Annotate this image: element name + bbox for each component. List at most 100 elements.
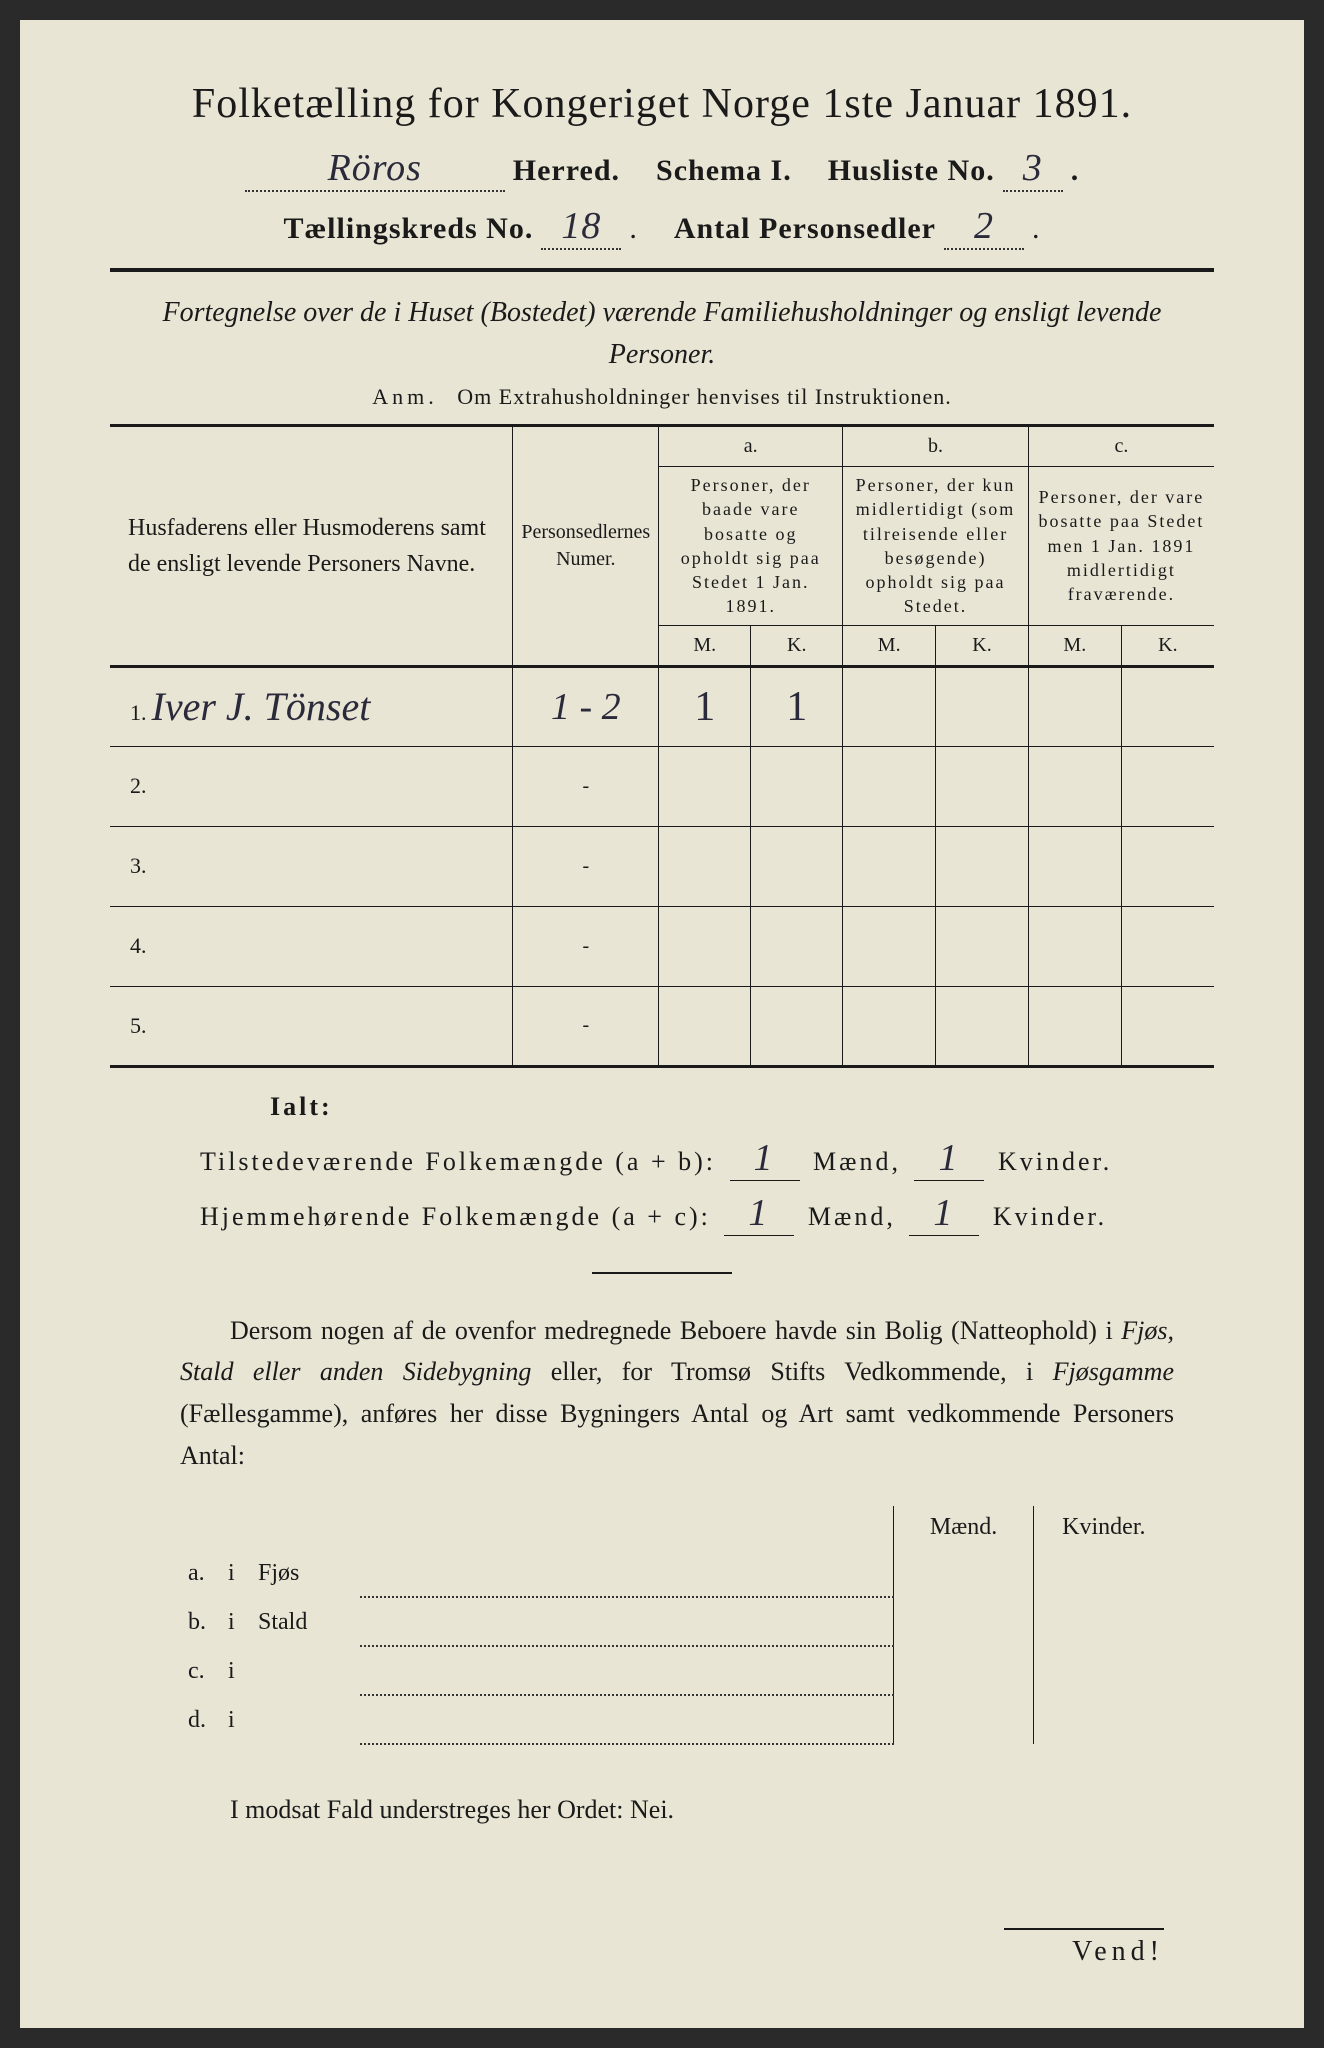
cell-b-k (936, 826, 1029, 906)
kreds-label: Tællingskreds No. (284, 212, 534, 246)
subtitle: Fortegnelse over de i Huset (Bostedet) v… (150, 292, 1174, 376)
annotation: Anm. Om Extrahusholdninger henvises til … (110, 384, 1214, 410)
cell-c-k (1121, 986, 1214, 1066)
cell-c-m (1028, 826, 1121, 906)
herred-value: Röros (245, 146, 505, 192)
col-header-num: Personsedlernes Numer. (513, 426, 659, 667)
kreds-value: 18 (541, 204, 621, 250)
person-num: - (582, 855, 589, 877)
sub-row-maend (894, 1646, 1034, 1695)
col-header-b-label: b. (843, 426, 1029, 467)
person-num: - (582, 775, 589, 797)
header-line-1: Röros Herred. Schema I. Husliste No. 3 . (110, 146, 1214, 192)
ialt-label: Ialt: (270, 1092, 1214, 1122)
row-number: 1. (130, 700, 147, 725)
person-num: - (582, 1014, 589, 1036)
sub-row-letter: d. (180, 1695, 220, 1744)
row-number: 2. (130, 773, 147, 798)
short-divider (592, 1272, 732, 1274)
person-num: 1 - 2 (551, 685, 621, 729)
cell-c-m (1028, 746, 1121, 826)
col-header-name: Husfaderens eller Husmoderens samt de en… (110, 426, 513, 667)
sub-row-i: i (220, 1695, 250, 1744)
person-name: Iver J. Tönset (152, 683, 371, 730)
col-b-m: M. (843, 625, 936, 666)
sub-row-letter: a. (180, 1549, 220, 1597)
cell-b-m (843, 826, 936, 906)
herred-label: Herred. (513, 154, 620, 188)
cell-c-k (1121, 746, 1214, 826)
sub-table-row: a.iFjøs (180, 1549, 1174, 1597)
cell-b-m (843, 986, 936, 1066)
sub-row-kvinder (1034, 1597, 1174, 1646)
schema-label: Schema I. (656, 154, 792, 188)
sub-row-label: Stald (250, 1597, 360, 1646)
cell-b-m (843, 906, 936, 986)
col-c-k: K. (1121, 625, 1214, 666)
sub-row-letter: b. (180, 1597, 220, 1646)
header-line-2: Tællingskreds No. 18 . Antal Personsedle… (110, 204, 1214, 250)
sub-row-i: i (220, 1646, 250, 1695)
sub-row-label: Fjøs (250, 1549, 360, 1597)
sub-row-dots (360, 1597, 894, 1646)
sub-row-maend (894, 1597, 1034, 1646)
cell-c-k (1121, 906, 1214, 986)
personsedler-value: 2 (944, 204, 1024, 250)
sub-table-row: b.iStald (180, 1597, 1174, 1646)
col-c-m: M. (1028, 625, 1121, 666)
cell-c-k (1121, 666, 1214, 746)
row-number: 3. (130, 853, 147, 878)
divider (110, 268, 1214, 272)
cell-a-k: 1 (786, 684, 807, 730)
anm-label: Anm. (372, 384, 438, 409)
sub-row-label (250, 1695, 360, 1744)
cell-a-m: 1 (694, 684, 715, 730)
sub-row-dots (360, 1646, 894, 1695)
col-header-a: Personer, der baade vare bosatte og opho… (659, 467, 843, 626)
cell-b-m (843, 746, 936, 826)
personsedler-label: Antal Personsedler (674, 212, 936, 246)
total-hjemme: Hjemmehørende Folkemængde (a + c): 1 Mæn… (200, 1191, 1214, 1236)
sub-row-maend (894, 1695, 1034, 1744)
col-header-b: Personer, der kun midlertidigt (som tilr… (843, 467, 1029, 626)
cell-b-k (936, 666, 1029, 746)
sub-maend-header: Mænd. (894, 1506, 1034, 1549)
col-header-c-label: c. (1028, 426, 1214, 467)
sub-row-i: i (220, 1597, 250, 1646)
cell-c-m (1028, 666, 1121, 746)
cell-c-m (1028, 986, 1121, 1066)
sub-kvinder-header: Kvinder. (1034, 1506, 1174, 1549)
sub-row-kvinder (1034, 1646, 1174, 1695)
sub-row-kvinder (1034, 1549, 1174, 1597)
cell-c-k (1121, 826, 1214, 906)
col-header-a-label: a. (659, 426, 843, 467)
table-row: 2. - (110, 746, 1214, 826)
census-form-page: Folketælling for Kongeriget Norge 1ste J… (20, 20, 1304, 2028)
table-row: 1. Iver J. Tönset 1 - 2 1 1 (110, 666, 1214, 746)
sub-table-row: d.i (180, 1695, 1174, 1744)
nei-line: I modsat Fald understreges her Ordet: Ne… (230, 1795, 1214, 1825)
main-table: Husfaderens eller Husmoderens samt de en… (110, 424, 1214, 1068)
col-a-k: K. (751, 625, 843, 666)
sub-row-maend (894, 1549, 1034, 1597)
table-row: 3. - (110, 826, 1214, 906)
sub-table-row: c.i (180, 1646, 1174, 1695)
sub-row-dots (360, 1695, 894, 1744)
person-num: - (582, 935, 589, 957)
sub-row-dots (360, 1549, 894, 1597)
sub-table: Mænd. Kvinder. a.iFjøs b.iStald c.i d.i (180, 1506, 1174, 1745)
husliste-label: Husliste No. (828, 154, 995, 188)
col-a-m: M. (659, 625, 751, 666)
anm-text: Om Extrahusholdninger henvises til Instr… (457, 384, 951, 409)
page-title: Folketælling for Kongeriget Norge 1ste J… (110, 80, 1214, 128)
sub-row-letter: c. (180, 1646, 220, 1695)
table-row: 4. - (110, 906, 1214, 986)
vend-label: Vend! (1004, 1928, 1164, 1968)
table-row: 5. - (110, 986, 1214, 1066)
row-number: 5. (130, 1013, 147, 1038)
col-b-k: K. (936, 625, 1029, 666)
paragraph: Dersom nogen af de ovenfor medregnede Be… (180, 1310, 1174, 1476)
total-tilstede: Tilstedeværende Folkemængde (a + b): 1 M… (200, 1136, 1214, 1181)
sub-row-kvinder (1034, 1695, 1174, 1744)
cell-c-m (1028, 906, 1121, 986)
